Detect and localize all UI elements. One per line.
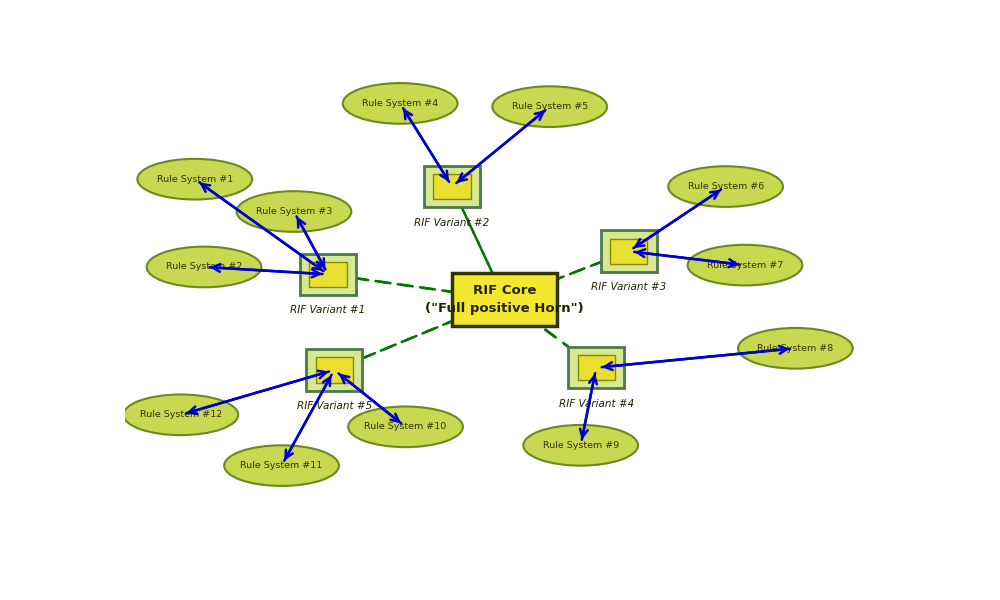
FancyBboxPatch shape	[452, 273, 557, 326]
Ellipse shape	[137, 159, 252, 200]
FancyBboxPatch shape	[433, 174, 471, 199]
Text: Rule System #1: Rule System #1	[157, 175, 233, 184]
Text: Rule System #5: Rule System #5	[512, 102, 588, 111]
Ellipse shape	[668, 166, 783, 207]
Ellipse shape	[738, 328, 853, 368]
Text: RIF Variant #2: RIF Variant #2	[414, 218, 490, 227]
Text: Rule System #4: Rule System #4	[362, 99, 438, 108]
FancyBboxPatch shape	[309, 262, 347, 287]
Text: Rule System #3: Rule System #3	[256, 207, 332, 216]
Text: RIF Variant #5: RIF Variant #5	[297, 401, 372, 411]
FancyBboxPatch shape	[300, 254, 356, 295]
Ellipse shape	[348, 406, 463, 447]
Text: RIF Variant #3: RIF Variant #3	[591, 282, 666, 292]
FancyBboxPatch shape	[578, 355, 615, 380]
Text: Rule System #11: Rule System #11	[240, 461, 323, 470]
Text: Rule System #8: Rule System #8	[757, 344, 834, 353]
Ellipse shape	[237, 191, 351, 232]
Text: Rule System #7: Rule System #7	[707, 260, 783, 269]
Text: Rule System #12: Rule System #12	[140, 410, 222, 419]
Ellipse shape	[688, 245, 802, 286]
Text: RIF Variant #4: RIF Variant #4	[559, 398, 634, 409]
Ellipse shape	[343, 83, 457, 124]
Ellipse shape	[147, 247, 261, 287]
Text: Rule System #10: Rule System #10	[364, 422, 447, 431]
Ellipse shape	[523, 425, 638, 466]
FancyBboxPatch shape	[424, 166, 480, 208]
Text: Rule System #2: Rule System #2	[166, 262, 242, 271]
FancyBboxPatch shape	[610, 239, 647, 264]
Text: Rule System #6: Rule System #6	[688, 182, 764, 191]
FancyBboxPatch shape	[316, 357, 353, 383]
FancyBboxPatch shape	[601, 230, 657, 272]
Text: Rule System #9: Rule System #9	[543, 441, 619, 450]
FancyBboxPatch shape	[306, 349, 362, 391]
Text: RIF Core
("Full positive Horn"): RIF Core ("Full positive Horn")	[425, 284, 584, 315]
Ellipse shape	[224, 445, 339, 486]
Ellipse shape	[123, 394, 238, 435]
Text: RIF Variant #1: RIF Variant #1	[290, 305, 366, 316]
FancyBboxPatch shape	[568, 347, 624, 388]
Ellipse shape	[492, 86, 607, 127]
